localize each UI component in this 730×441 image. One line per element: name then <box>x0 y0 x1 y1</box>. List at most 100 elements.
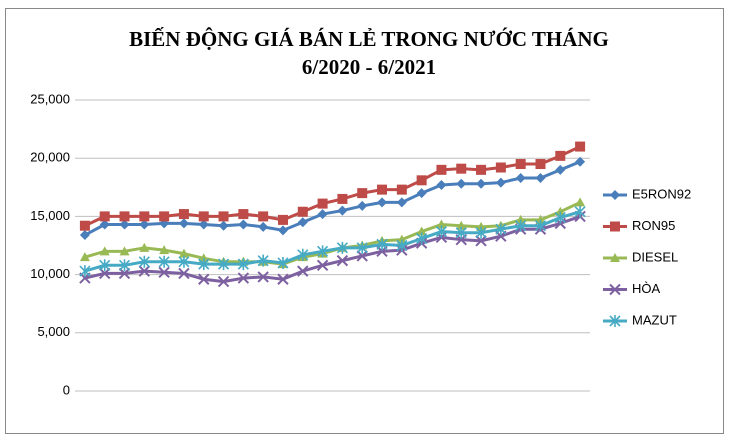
data-point <box>535 214 546 224</box>
data-point <box>575 197 586 207</box>
data-point <box>178 248 189 258</box>
series-line <box>84 210 581 273</box>
legend-marker <box>610 190 620 200</box>
data-point <box>316 259 329 271</box>
legend-marker <box>609 315 621 327</box>
data-point <box>119 246 130 256</box>
data-point <box>178 267 190 280</box>
data-point <box>297 265 309 277</box>
data-point <box>158 255 170 268</box>
data-point <box>416 232 428 245</box>
legend-label: DIESEL <box>632 249 678 264</box>
y-tick-label: 5,000 <box>37 324 70 339</box>
data-point <box>396 239 408 252</box>
data-point <box>317 198 328 209</box>
data-point <box>118 259 131 272</box>
data-point <box>475 235 487 247</box>
data-point <box>277 225 288 236</box>
data-point <box>119 219 130 230</box>
data-point <box>436 179 447 190</box>
data-point <box>217 275 230 288</box>
data-point <box>277 273 289 285</box>
legend-marker <box>610 253 620 262</box>
data-point <box>139 219 150 230</box>
data-point <box>238 219 249 230</box>
data-point <box>575 156 586 167</box>
data-point <box>99 219 110 230</box>
data-point <box>297 217 308 228</box>
data-point <box>495 223 507 236</box>
data-point <box>139 242 150 252</box>
data-point <box>218 211 229 222</box>
data-point <box>475 226 487 239</box>
data-point <box>575 141 586 152</box>
y-tick-label: 15,000 <box>30 208 70 223</box>
data-point <box>456 163 467 174</box>
data-point <box>198 273 210 285</box>
data-point <box>99 246 110 256</box>
data-point <box>435 225 448 238</box>
data-point <box>99 267 111 280</box>
data-point <box>277 214 288 225</box>
data-point <box>99 259 111 272</box>
data-point <box>178 218 189 229</box>
data-point <box>119 211 130 222</box>
data-point <box>535 172 546 183</box>
y-tick-label: 10,000 <box>30 266 70 281</box>
data-point <box>555 206 566 216</box>
data-point <box>357 200 368 211</box>
data-point <box>336 241 348 254</box>
data-point <box>198 211 209 222</box>
data-point <box>416 188 427 199</box>
data-point <box>495 162 506 173</box>
data-point <box>198 219 209 230</box>
data-point <box>476 164 487 175</box>
data-point <box>237 272 250 284</box>
data-point <box>257 271 269 283</box>
data-point <box>555 150 566 161</box>
data-point <box>396 197 407 208</box>
data-point <box>436 219 447 229</box>
legend-label: RON95 <box>632 218 675 233</box>
data-point <box>476 221 487 231</box>
data-point <box>257 254 269 267</box>
data-point <box>277 256 289 269</box>
data-point <box>495 177 506 188</box>
data-point <box>535 159 546 170</box>
data-point <box>416 226 427 236</box>
data-point <box>238 209 249 220</box>
data-point <box>178 209 189 220</box>
chart-subtitle: 6/2020 - 6/2021 <box>302 55 436 79</box>
data-point <box>79 220 90 231</box>
data-point <box>297 248 309 261</box>
y-tick-label: 20,000 <box>30 150 70 165</box>
data-point <box>159 211 170 222</box>
data-point <box>376 238 388 251</box>
legend-label: HÒA <box>632 281 661 296</box>
y-tick-label: 25,000 <box>30 91 70 106</box>
data-point <box>377 184 388 195</box>
data-point <box>574 205 586 218</box>
data-point <box>356 250 368 262</box>
data-point <box>317 245 329 258</box>
data-point <box>139 211 150 222</box>
data-point <box>336 254 349 267</box>
data-point <box>178 255 190 268</box>
data-point <box>515 159 526 170</box>
data-point <box>198 253 209 263</box>
data-point <box>138 265 151 277</box>
legend-marker <box>609 283 621 296</box>
data-point <box>159 245 170 255</box>
data-point <box>79 265 91 278</box>
data-point <box>258 211 269 222</box>
data-point <box>396 184 407 195</box>
data-point <box>357 188 368 199</box>
data-point <box>317 209 328 220</box>
legend-label: E5RON92 <box>632 186 691 201</box>
data-point <box>436 164 447 175</box>
data-point <box>377 197 388 208</box>
data-point <box>515 172 526 183</box>
data-point <box>515 219 527 232</box>
data-point <box>555 164 566 175</box>
